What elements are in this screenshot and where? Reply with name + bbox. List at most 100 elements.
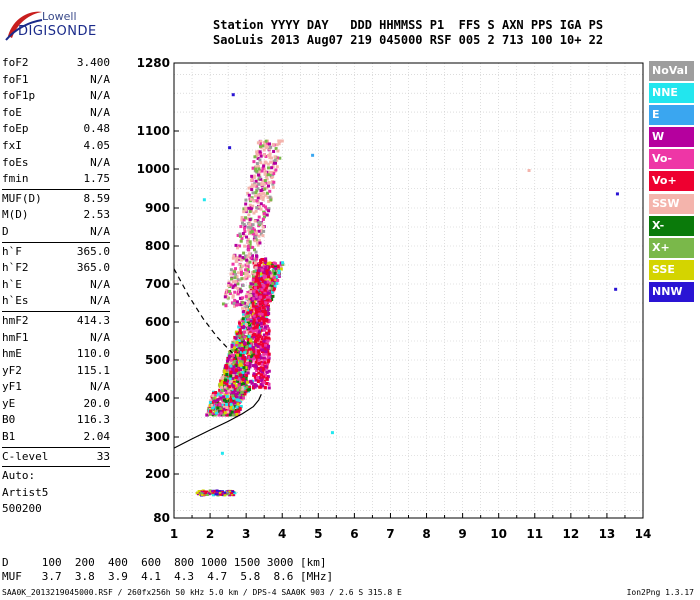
echo-point	[236, 282, 240, 286]
param-value: 365.0	[76, 244, 110, 258]
echo-point	[253, 183, 257, 187]
echo-point	[273, 273, 277, 277]
echo-point	[220, 491, 224, 494]
y-tick-label: 1280	[137, 56, 170, 70]
echo-point	[199, 492, 203, 495]
echo-point	[235, 405, 239, 409]
param-value: 115.1	[76, 363, 110, 377]
echo-point	[263, 288, 267, 292]
echo-point	[234, 280, 238, 284]
echo-point	[257, 177, 261, 181]
echo-point	[265, 213, 269, 217]
echo-point	[252, 300, 256, 304]
param-value: 4.05	[83, 138, 111, 152]
param-row: MUF(D) 8.59	[2, 191, 110, 208]
echo-point	[242, 382, 246, 386]
param-label: D	[2, 224, 9, 238]
echo-point	[231, 367, 235, 371]
echo-point	[251, 298, 255, 302]
echo-point	[255, 310, 259, 314]
echo-point	[259, 259, 263, 263]
echo-point	[256, 275, 260, 279]
echo-point	[255, 274, 259, 278]
echo-point	[264, 139, 268, 143]
echo-point	[248, 284, 252, 288]
echo-point	[248, 222, 252, 226]
echo-point	[254, 270, 258, 274]
echo-point	[251, 341, 255, 345]
isolated-echo-point	[527, 169, 531, 172]
echo-point	[246, 311, 250, 315]
echo-point	[246, 255, 250, 259]
echo-point	[258, 223, 262, 227]
echo-point	[257, 234, 261, 238]
echo-point	[228, 355, 232, 359]
echo-point	[245, 380, 249, 384]
echo-point	[225, 295, 229, 299]
echo-point	[266, 184, 270, 188]
echo-point	[252, 346, 256, 350]
echo-point	[227, 389, 231, 393]
echo-point	[275, 158, 279, 162]
echo-point	[257, 215, 261, 219]
echo-point	[247, 206, 251, 210]
echo-point	[238, 373, 242, 377]
param-value: 2.04	[83, 430, 111, 444]
isolated-echo-point	[615, 192, 619, 196]
echo-point	[219, 385, 223, 389]
echo-point	[254, 261, 258, 265]
x-tick-label: 14	[635, 527, 652, 541]
echo-point	[261, 366, 265, 370]
echo-point	[247, 248, 251, 252]
header-line-1: Station YYYY DAY DDD HHMMSS P1 FFS S AXN…	[213, 18, 604, 32]
echo-point	[259, 366, 263, 370]
echo-point	[263, 260, 267, 264]
echo-point	[221, 302, 225, 306]
y-tick-label: 400	[145, 391, 170, 405]
echo-point	[243, 226, 247, 230]
echo-point	[228, 292, 232, 296]
echo-point	[234, 362, 238, 366]
echo-point	[255, 316, 259, 320]
echo-point	[234, 393, 238, 397]
param-label: fxI	[2, 138, 22, 152]
y-tick-label: 800	[145, 239, 170, 253]
echo-point	[249, 256, 253, 260]
param-label: C-level	[2, 449, 49, 463]
echo-point	[254, 378, 258, 382]
echo-point	[248, 380, 252, 384]
echo-point	[243, 321, 247, 325]
echo-point	[237, 346, 241, 350]
echo-point	[259, 277, 263, 281]
echo-point	[228, 362, 232, 366]
echo-point	[251, 301, 255, 305]
echo-point	[239, 388, 243, 392]
echo-point	[249, 319, 253, 323]
echo-point	[253, 277, 257, 281]
echo-point	[238, 329, 242, 333]
echo-point	[243, 335, 247, 339]
echo-point	[236, 271, 240, 275]
echo-point	[236, 371, 240, 375]
echo-point	[259, 140, 263, 144]
echo-point	[258, 175, 262, 179]
logo-swoosh-icon	[5, 11, 43, 41]
echo-point	[252, 372, 256, 376]
echo-point	[266, 191, 270, 195]
echo-point	[267, 352, 271, 356]
echo-point	[262, 284, 266, 288]
echo-point	[278, 156, 282, 160]
echo-point	[231, 280, 235, 284]
echo-point	[257, 173, 261, 177]
echo-point	[234, 410, 238, 414]
echo-point	[240, 390, 244, 394]
echo-point	[247, 300, 251, 304]
echo-point	[223, 388, 227, 392]
echo-point	[251, 324, 255, 328]
echo-point	[227, 403, 231, 407]
echo-point	[211, 491, 215, 494]
echo-point	[250, 328, 254, 332]
echo-point	[260, 362, 264, 366]
echo-point	[260, 283, 264, 287]
